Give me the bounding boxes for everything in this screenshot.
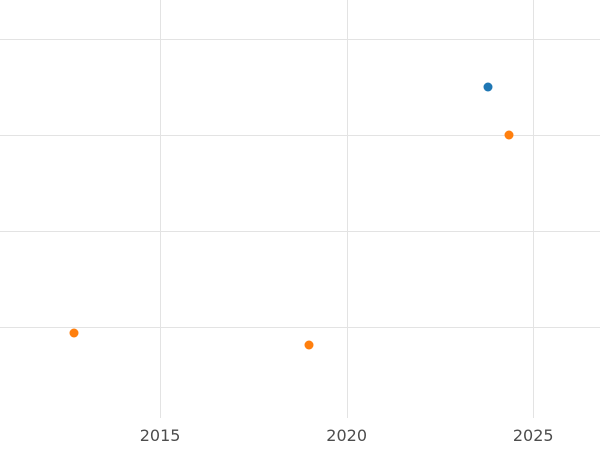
vertical-gridline (160, 0, 162, 418)
horizontal-gridline (0, 135, 600, 137)
orange-series-point (69, 328, 79, 338)
horizontal-gridline (0, 39, 600, 41)
blue-series-point (483, 82, 493, 92)
orange-series-point (504, 130, 514, 140)
x-axis: 2015 2020 2025 (0, 424, 600, 450)
vertical-gridline (533, 0, 535, 418)
vertical-gridline (346, 0, 348, 418)
horizontal-gridline (0, 231, 600, 233)
orange-series-point (304, 340, 314, 350)
horizontal-gridline (0, 326, 600, 328)
x-tick-label: 2025 (512, 426, 554, 445)
x-tick-label: 2015 (139, 426, 181, 445)
plot-area (0, 0, 600, 418)
x-tick-label: 2020 (326, 426, 367, 445)
